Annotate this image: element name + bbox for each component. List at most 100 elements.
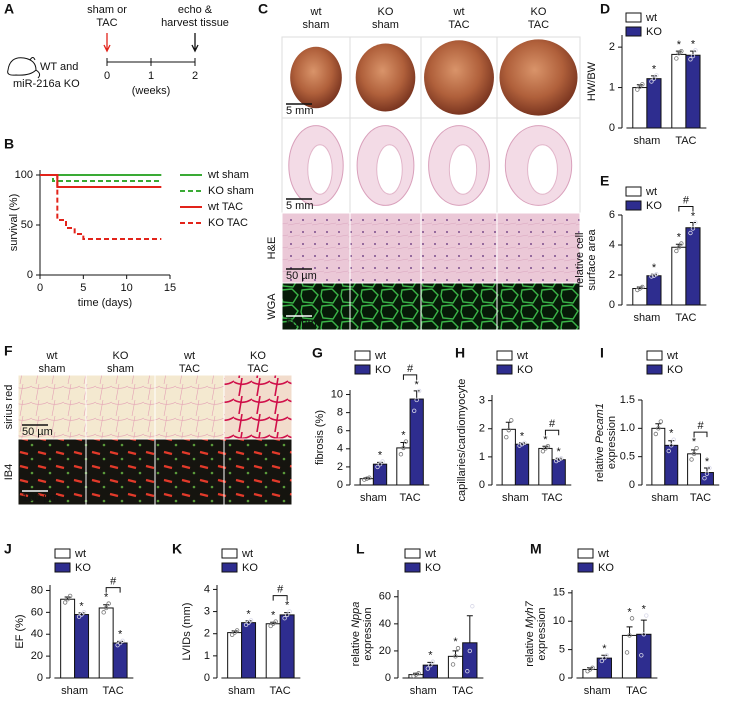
significance-star: * <box>428 650 433 662</box>
bar <box>265 623 281 679</box>
data-point <box>704 471 710 476</box>
significance-star: * <box>669 428 674 440</box>
data-point <box>243 622 249 628</box>
y-tick-label: 0 <box>479 479 485 491</box>
column-header: KO <box>113 350 129 362</box>
micrograph <box>85 374 156 440</box>
column-header: wt <box>46 350 58 362</box>
micrograph <box>496 212 581 284</box>
data-point <box>702 476 707 481</box>
legend-label: wt <box>666 350 678 362</box>
significance-star: * <box>520 431 525 443</box>
y-axis-label: relative Nppa <box>350 602 362 667</box>
y-axis-label-gene: Myh7 <box>524 600 536 628</box>
x-tick-label: TAC <box>690 492 711 504</box>
significance-star: * <box>691 210 696 222</box>
error-bar <box>400 441 407 448</box>
data-point <box>602 655 607 661</box>
legend-label: wt <box>374 350 386 362</box>
data-point <box>558 456 564 461</box>
legend-swatch <box>354 364 371 375</box>
end-label: echo & <box>178 4 213 16</box>
model-label: miR-216a KO <box>13 78 80 90</box>
legend-swatch <box>625 12 642 23</box>
y-tick-label: 10 <box>331 388 343 400</box>
data-point <box>470 604 475 609</box>
bracket <box>678 206 694 212</box>
legend-label: KO TAC <box>208 217 248 229</box>
y-tick-label: 4 <box>204 583 210 595</box>
data-point <box>430 659 436 664</box>
column-header: KO <box>531 6 547 18</box>
y-tick-label: 1.0 <box>620 422 635 434</box>
data-point <box>656 426 661 431</box>
significance-star: * <box>642 603 647 615</box>
y-axis-label: capillaries/cardiomyocyte <box>456 379 468 502</box>
legend-label: KO sham <box>208 185 254 197</box>
mouse-icon <box>7 57 41 79</box>
y-tick-label: 3 <box>204 605 210 617</box>
error-bar <box>466 615 473 643</box>
data-point <box>398 452 404 457</box>
data-point <box>375 464 380 470</box>
column-header: sham <box>39 363 66 375</box>
bar <box>651 427 666 486</box>
data-point <box>115 642 120 648</box>
bar <box>646 78 662 129</box>
column-header: sham <box>107 363 134 375</box>
error-bar <box>413 390 420 400</box>
data-point <box>467 648 473 654</box>
legend-label: wt <box>424 548 436 560</box>
legend-label: wt <box>645 186 657 198</box>
data-point <box>284 612 290 618</box>
pair-symbol: # <box>277 583 284 595</box>
micrograph <box>420 212 498 284</box>
significance-star: * <box>692 436 697 448</box>
data-point <box>604 653 610 658</box>
bar <box>632 87 648 129</box>
x-tick-label: 5 <box>80 282 86 294</box>
data-point <box>624 650 630 655</box>
y-tick-label: 40 <box>31 628 43 640</box>
data-point <box>416 671 421 676</box>
heart-cavity <box>527 144 558 195</box>
data-point <box>599 658 605 664</box>
panel-letter: M <box>530 541 542 557</box>
timeline-tick-label: 1 <box>148 70 154 82</box>
y-tick-label: 2 <box>609 269 615 281</box>
panel-letter: L <box>356 541 365 557</box>
significance-star: * <box>104 592 109 604</box>
data-point <box>453 654 458 659</box>
significance-star: * <box>652 63 657 75</box>
data-point <box>694 445 699 451</box>
y-tick-label: 8 <box>337 407 343 419</box>
y-axis-label: expression <box>606 416 618 469</box>
y-axis-label-part: relative cell <box>574 232 586 287</box>
y-tick-label: 0 <box>337 479 343 491</box>
y-axis-label-part: HW/BW <box>586 61 598 101</box>
significance-star: * <box>705 456 710 468</box>
data-point <box>273 619 278 624</box>
legend-label: wt TAC <box>207 201 243 213</box>
significance-star: * <box>677 39 682 51</box>
legend-label: KO <box>75 562 91 574</box>
heart-photo <box>499 39 578 116</box>
bracket <box>402 374 418 380</box>
end-label: harvest tissue <box>161 17 229 29</box>
data-point <box>689 457 694 462</box>
significance-star: * <box>627 606 632 618</box>
data-point <box>649 79 654 84</box>
data-point <box>414 397 419 403</box>
significance-star: * <box>602 643 607 655</box>
data-point <box>690 53 696 59</box>
start-label: sham or <box>87 4 127 16</box>
data-point <box>416 388 422 394</box>
x-tick-label: sham <box>502 492 529 504</box>
timeline-unit: (weeks) <box>132 85 171 97</box>
x-tick-label: sham <box>633 135 660 147</box>
heart-cavity <box>307 144 333 195</box>
significance-star: * <box>271 609 276 621</box>
data-point <box>62 600 68 605</box>
data-point <box>658 419 664 424</box>
x-tick-label: sham <box>651 492 678 504</box>
